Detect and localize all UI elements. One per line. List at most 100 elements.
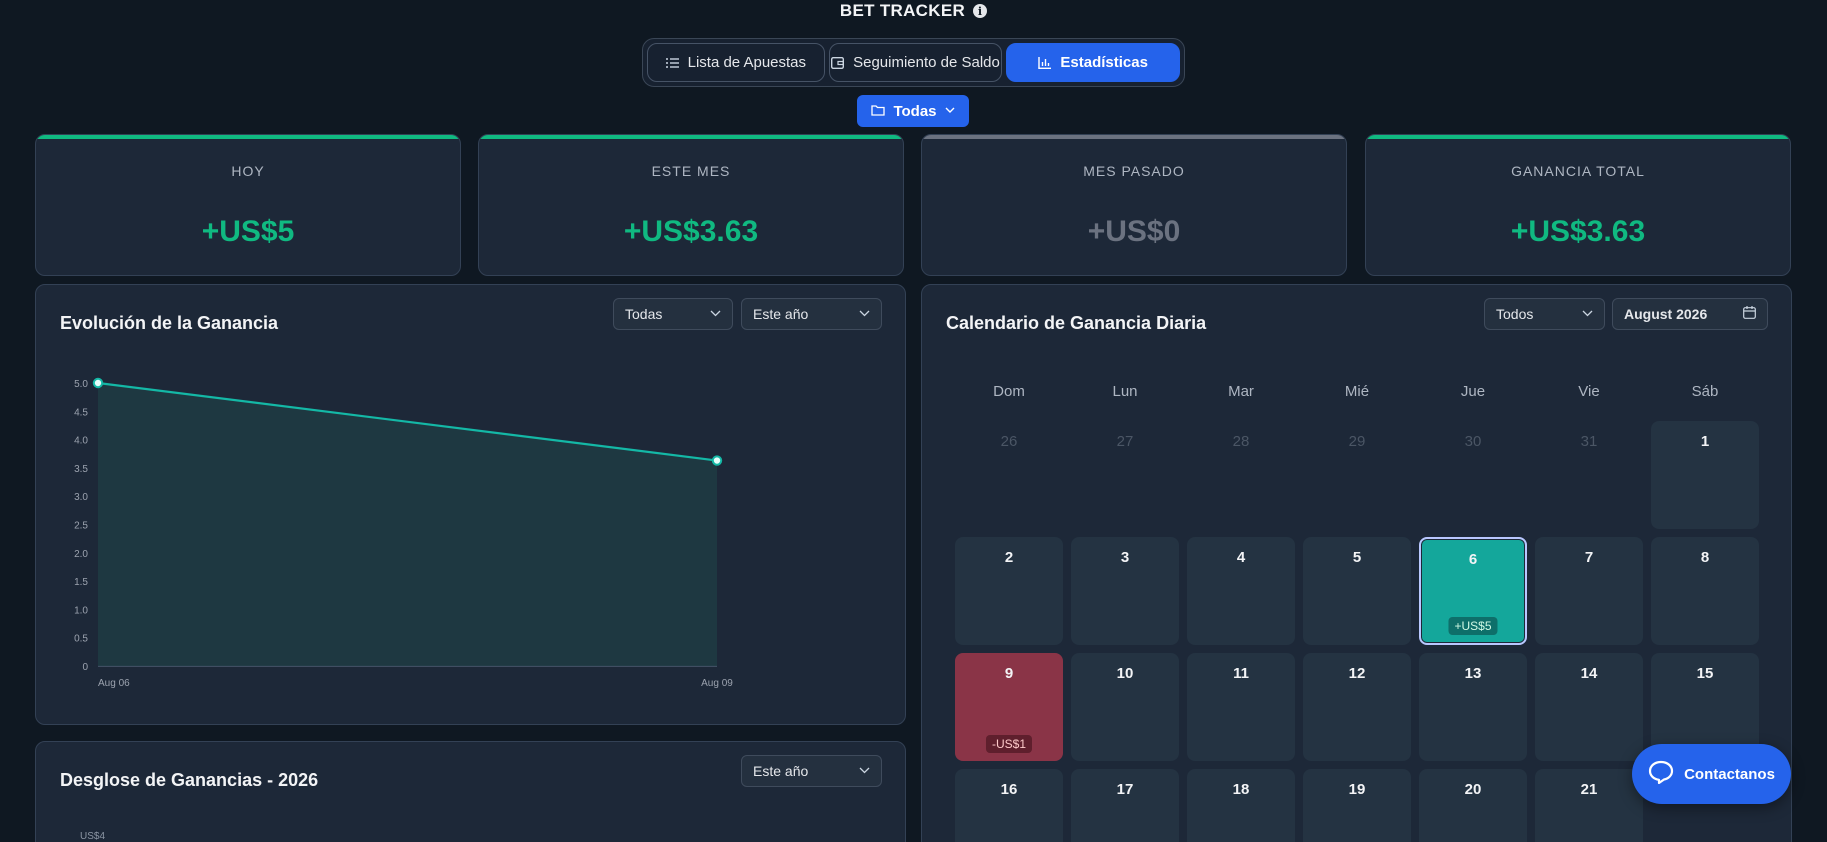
stat-card-last-month: MES PASADO +US$0	[921, 134, 1347, 276]
calendar-day-number: 14	[1580, 665, 1598, 682]
calendar-day-number: 12	[1348, 665, 1366, 682]
stat-value: +US$3.63	[623, 215, 759, 248]
app-title-text: BET TRACKER	[839, 1, 966, 20]
calendar-day-number: 6	[1468, 551, 1478, 568]
calendar-month-picker[interactable]: August 2026	[1612, 298, 1768, 330]
stat-label: ESTE MES	[651, 163, 731, 179]
calendar-day[interactable]: 17	[1071, 769, 1179, 842]
calendar-day[interactable]: 2	[955, 537, 1063, 645]
weekday-header: Sáb	[1691, 383, 1719, 400]
tab-bet-list[interactable]: Lista de Apuestas	[647, 43, 825, 82]
list-icon	[665, 57, 679, 69]
select-value: August 2026	[1624, 306, 1708, 322]
chevron-down-icon	[859, 765, 870, 777]
info-icon[interactable]: i	[973, 4, 988, 18]
select-value: Todas	[625, 306, 663, 322]
calendar-day[interactable]: 15	[1651, 653, 1759, 761]
calendar-day-outside: 27	[1071, 421, 1179, 529]
y-tick-label: 2.0	[74, 549, 88, 560]
stat-value: +US$3.63	[1510, 215, 1646, 248]
weekday-header: Lun	[1112, 383, 1138, 400]
calendar-day[interactable]: 6 +US$5	[1419, 537, 1527, 645]
daily-profit-calendar-panel: Calendario de Ganancia Diaria Todos Augu…	[921, 284, 1792, 842]
folder-filter-button[interactable]: Todas	[857, 95, 969, 127]
calendar-day[interactable]: 16	[955, 769, 1063, 842]
panel-title: Evolución de la Ganancia	[60, 313, 279, 333]
y-tick-label: 5.0	[74, 379, 88, 390]
calendar-day-number: 26	[1000, 433, 1018, 450]
weekday-header: Mié	[1344, 383, 1370, 400]
stat-card-total-profit: GANANCIA TOTAL +US$3.63	[1365, 134, 1791, 276]
calendar-day-number: 5	[1352, 549, 1362, 566]
calendar-day[interactable]: 21	[1535, 769, 1643, 842]
bar-chart-icon	[1038, 56, 1052, 69]
calendar-day-number: 8	[1700, 549, 1710, 566]
calendar-day-number: 16	[1000, 781, 1018, 798]
tab-statistics[interactable]: Estadísticas	[1006, 43, 1180, 82]
profit-evolution-chart: 5.0 4.5 4.0 3.5 3.0 2.5 2.0 1.5 1.0 0.5 0 Aug 06 Aug…	[74, 377, 733, 689]
calendar-day[interactable]: 7	[1535, 537, 1643, 645]
calendar-day-number: 9	[1004, 665, 1014, 682]
evolution-period-select[interactable]: Este año	[741, 298, 882, 330]
calendar-day-number: 7	[1584, 549, 1594, 566]
weekday-header: Mar	[1228, 383, 1254, 400]
data-point	[92, 377, 104, 389]
calendar-day-amount: -US$1	[985, 735, 1033, 753]
calendar-day-number: 4	[1236, 549, 1246, 566]
calendar-day[interactable]: 10	[1071, 653, 1179, 761]
calendar-day-number: 30	[1464, 433, 1482, 450]
calendar-day[interactable]: 14	[1535, 653, 1643, 761]
calendar-day-number: 20	[1464, 781, 1482, 798]
y-tick-label: 0	[82, 662, 88, 673]
calendar-day-number: 10	[1116, 665, 1134, 682]
y-tick-label: 4.0	[74, 436, 88, 447]
calendar-day[interactable]: 13	[1419, 653, 1527, 761]
breakdown-period-select[interactable]: Este año	[741, 755, 882, 787]
calendar-icon	[1743, 306, 1756, 322]
data-point	[711, 455, 723, 466]
stat-card-today: HOY +US$5	[35, 134, 461, 276]
weekday-header: Dom	[993, 383, 1025, 400]
calendar-day[interactable]: 12	[1303, 653, 1411, 761]
x-tick-label: Aug 09	[701, 678, 733, 689]
tab-balance-tracking[interactable]: Seguimiento de Saldo	[828, 43, 1003, 82]
calendar-day[interactable]: 8	[1651, 537, 1759, 645]
calendar-day[interactable]: 4	[1187, 537, 1295, 645]
calendar-day[interactable]: 11	[1187, 653, 1295, 761]
y-tick-label: 0.5	[74, 634, 88, 645]
calendar-day-number: 18	[1232, 781, 1250, 798]
y-tick-label: 3.5	[74, 464, 88, 475]
x-tick-label: Aug 06	[98, 678, 130, 689]
calendar-day[interactable]: 20	[1419, 769, 1527, 842]
series-area	[98, 383, 717, 666]
select-value: Este año	[753, 306, 809, 322]
chevron-down-icon	[710, 308, 721, 320]
calendar-day-outside: 28	[1187, 421, 1295, 529]
calendar-day-number: 1	[1700, 433, 1710, 450]
calendar-day[interactable]: 3	[1071, 537, 1179, 645]
calendar-day[interactable]: 5	[1303, 537, 1411, 645]
calendar-filter-select[interactable]: Todos	[1484, 298, 1605, 330]
calendar-day[interactable]: 18	[1187, 769, 1295, 842]
calendar-day[interactable]: 1	[1651, 421, 1759, 529]
calendar-day-outside: 26	[955, 421, 1063, 529]
contact-label: Contactanos	[1684, 765, 1775, 783]
calendar-day-number: 17	[1116, 781, 1134, 798]
calendar-day[interactable]: 9 -US$1	[955, 653, 1063, 761]
calendar-day-number: 2	[1004, 549, 1014, 566]
calendar-day-number: 31	[1580, 433, 1598, 450]
y-tick-label: 4.5	[74, 407, 88, 418]
calendar-day-number: 19	[1348, 781, 1366, 798]
stat-card-this-month: ESTE MES +US$3.63	[478, 134, 904, 276]
app-title: BET TRACKER i	[0, 0, 1827, 22]
calendar-day-number: 11	[1233, 665, 1249, 682]
evolution-type-select[interactable]: Todas	[613, 298, 733, 330]
y-tick-label: 2.5	[74, 521, 88, 532]
calendar-day-number: 27	[1116, 433, 1134, 450]
tab-statistics-label: Estadísticas	[1060, 54, 1148, 71]
calendar-day-amount: +US$5	[1448, 617, 1498, 635]
contact-button[interactable]: Contactanos	[1632, 744, 1791, 804]
calendar-day[interactable]: 19	[1303, 769, 1411, 842]
chevron-down-icon	[859, 308, 870, 320]
calendar-day-outside: 29	[1303, 421, 1411, 529]
